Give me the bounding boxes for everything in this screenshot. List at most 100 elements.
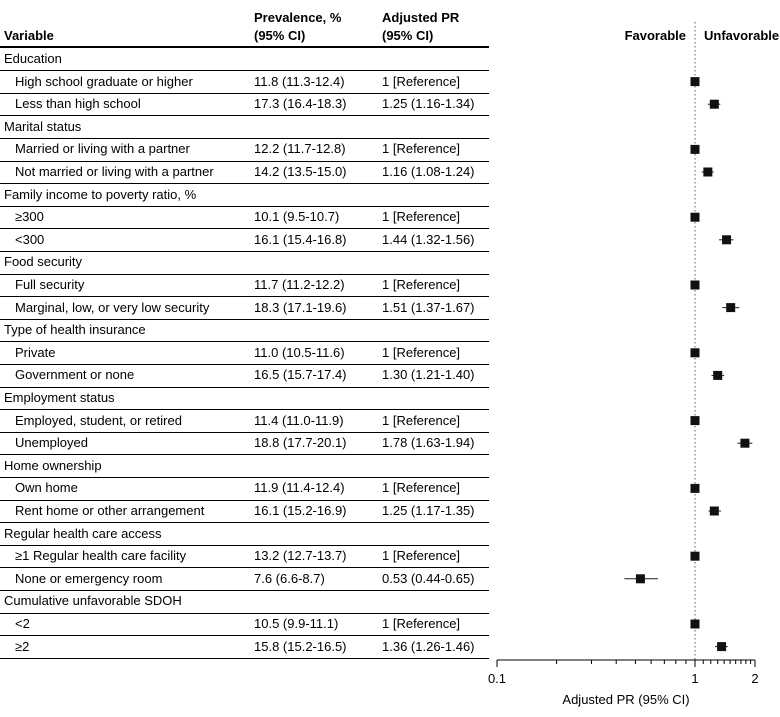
point-estimate [690, 348, 700, 358]
x-axis-label: Adjusted PR (95% CI) [562, 692, 689, 707]
point-estimate [690, 280, 700, 290]
adjusted-pr-value: 1.30 (1.21-1.40) [382, 367, 475, 383]
row-divider [0, 228, 489, 230]
row-divider [0, 205, 489, 207]
row-label: ≥1 Regular health care facility [15, 548, 187, 564]
prevalence-value: 11.9 (11.4-12.4) [254, 480, 345, 496]
row-label: Employed, student, or retired [15, 412, 182, 428]
row-label: Not married or living with a partner [15, 164, 214, 179]
group-label: Type of health insurance [4, 322, 146, 338]
x-tick-label: 1 [691, 671, 698, 686]
prevalence-value: 11.8 (11.3-12.4) [254, 73, 345, 89]
header-prevalence-line-1: Prevalence, % [254, 10, 342, 25]
prevalence-value: 15.8 (15.2-16.5) [254, 638, 347, 654]
prevalence-value: 18.8 (17.7-20.1) [254, 435, 347, 451]
prevalence-value: 11.4 (11.0-11.9) [254, 412, 344, 428]
point-estimate [713, 370, 723, 380]
prevalence-value: 11.7 (11.2-12.2) [254, 277, 345, 292]
adjusted-pr-value: 1.25 (1.17-1.35) [382, 503, 475, 518]
row-label: ≥2 [15, 638, 30, 654]
group-label: Education [4, 51, 62, 66]
point-estimate [690, 416, 700, 426]
row-divider [0, 589, 489, 591]
point-estimate [690, 144, 700, 154]
header-adjusted-pr-line-1: Adjusted PR [382, 10, 460, 25]
group-label: Regular health care access [4, 525, 162, 541]
row-divider [0, 341, 489, 343]
row-divider [0, 160, 489, 162]
adjusted-pr-value: 1.78 (1.63-1.94) [382, 435, 475, 451]
row-divider [0, 409, 489, 411]
favorable-label: Favorable [625, 28, 686, 43]
row-label: <300 [15, 231, 45, 247]
row-divider [0, 363, 489, 365]
row-divider [0, 318, 489, 320]
adjusted-pr-value: 1 [Reference] [382, 548, 461, 564]
x-axis-ticks: 0.1 1 2 [488, 660, 759, 686]
row-divider [0, 476, 489, 478]
row-label: Rent home or other arrangement [15, 503, 205, 518]
point-estimate [740, 438, 750, 448]
header-adjusted-pr: Adjusted PR (95% CI) [382, 9, 459, 45]
adjusted-pr-value: 1.51 (1.37-1.67) [382, 299, 475, 315]
row-divider [0, 92, 489, 94]
adjusted-pr-value: 1 [Reference] [382, 209, 461, 225]
point-estimate [690, 551, 700, 561]
group-label: Family income to poverty ratio, % [4, 186, 197, 202]
row-divider [0, 522, 489, 524]
header-variable-text: Variable [4, 28, 54, 43]
adjusted-pr-value: 1 [Reference] [382, 277, 461, 292]
row-divider [0, 635, 489, 637]
header-rule [0, 46, 489, 48]
adjusted-pr-value: 1.16 (1.08-1.24) [382, 164, 475, 179]
point-estimate [690, 77, 700, 87]
point-estimate [690, 619, 700, 629]
point-estimate [703, 167, 713, 177]
row-divider [0, 657, 489, 659]
adjusted-pr-value: 1 [Reference] [382, 73, 461, 89]
row-divider [0, 431, 489, 433]
x-tick-label: 2 [751, 671, 758, 686]
prevalence-value: 16.1 (15.4-16.8) [254, 231, 347, 247]
row-label: Married or living with a partner [15, 141, 190, 157]
prevalence-value: 17.3 (16.4-18.3) [254, 96, 347, 112]
unfavorable-label: Unfavorable [704, 28, 779, 43]
adjusted-pr-value: 1 [Reference] [382, 412, 461, 428]
point-estimate [635, 574, 645, 584]
row-divider [0, 137, 489, 139]
row-label: None or emergency room [15, 570, 163, 586]
prevalence-value: 10.5 (9.9-11.1) [254, 616, 339, 631]
row-label: ≥300 [15, 209, 44, 225]
row-divider [0, 250, 489, 252]
group-label: Employment status [4, 390, 115, 405]
adjusted-pr-value: 1.36 (1.26-1.46) [382, 638, 475, 654]
group-label: Cumulative unfavorable SDOH [4, 593, 182, 609]
adjusted-pr-value: 0.53 (0.44-0.65) [382, 570, 475, 586]
group-label: Food security [4, 254, 83, 270]
row-label: <2 [15, 616, 30, 631]
point-estimate [709, 506, 719, 516]
adjusted-pr-value: 1 [Reference] [382, 141, 461, 157]
header-prevalence-line-2: (95% CI) [254, 28, 306, 43]
row-divider [0, 499, 489, 501]
point-estimate [690, 212, 700, 222]
row-divider [0, 296, 489, 298]
prevalence-value: 14.2 (13.5-15.0) [254, 164, 347, 179]
adjusted-pr-value: 1 [Reference] [382, 616, 461, 631]
header-variable: Variable [4, 27, 54, 45]
prevalence-value: 7.6 (6.6-8.7) [254, 570, 325, 586]
row-label: Unemployed [15, 435, 88, 451]
point-estimate [709, 99, 719, 109]
group-label: Home ownership [4, 457, 102, 473]
row-divider [0, 544, 489, 546]
adjusted-pr-value: 1.25 (1.16-1.34) [382, 96, 475, 112]
group-label: Marital status [4, 118, 82, 134]
row-divider [0, 273, 489, 275]
row-label: Less than high school [15, 96, 141, 112]
prevalence-value: 11.0 (10.5-11.6) [254, 344, 345, 360]
row-divider [0, 386, 489, 388]
row-label: Government or none [15, 367, 135, 383]
row-label: Own home [15, 480, 78, 496]
row-label: Private [15, 344, 56, 360]
